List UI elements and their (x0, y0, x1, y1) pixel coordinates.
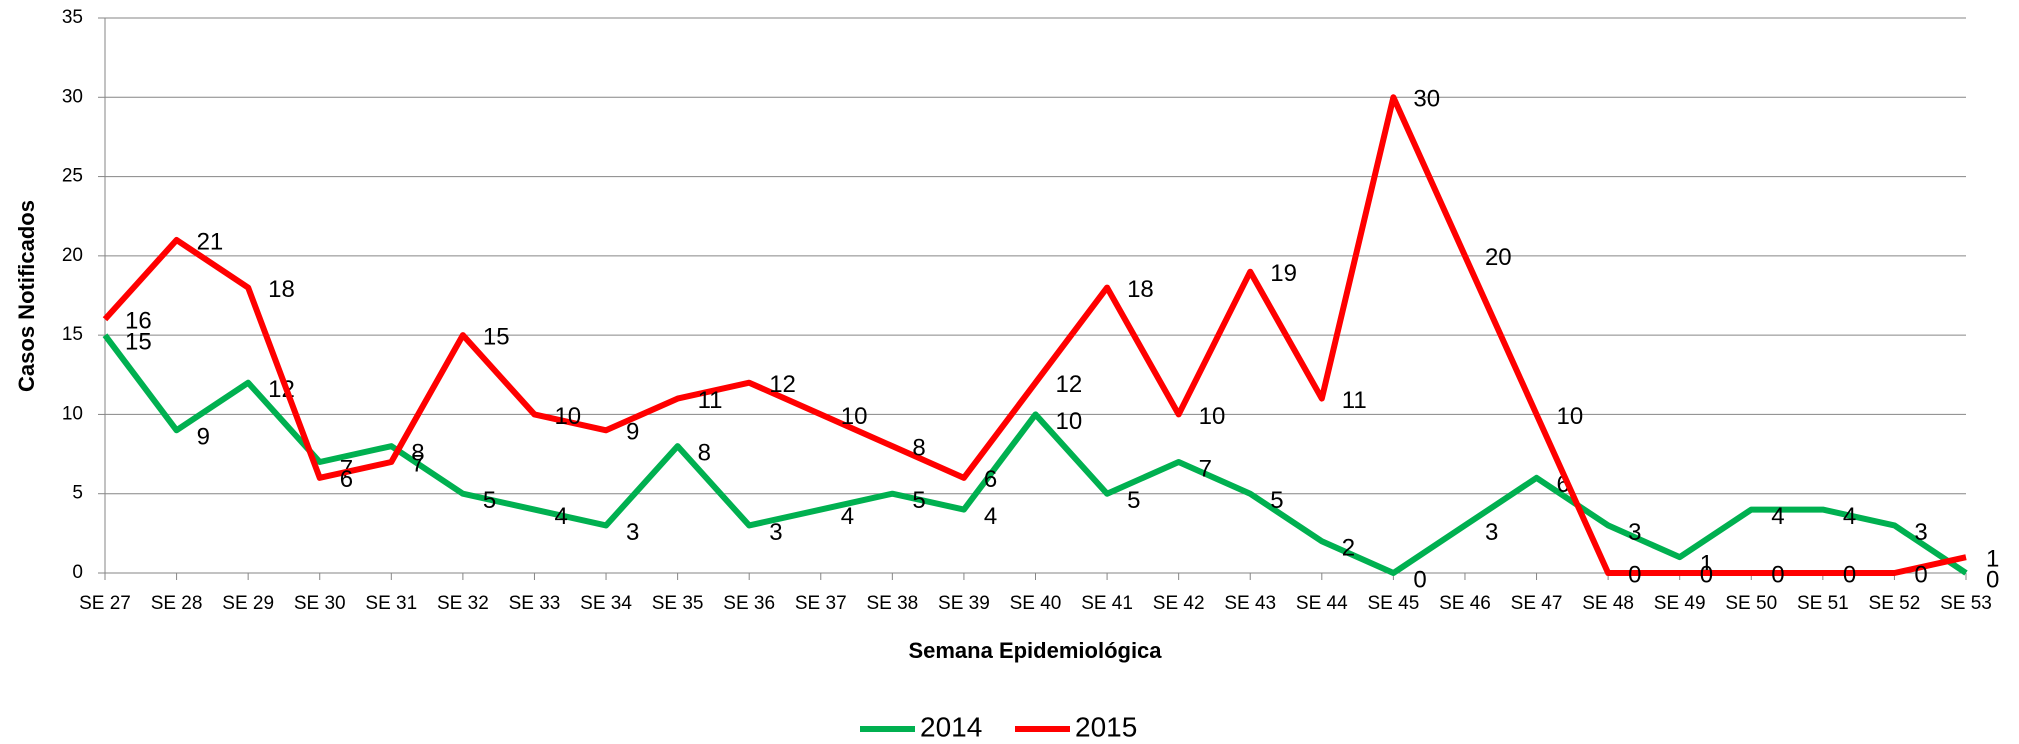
data-label: 0 (1628, 561, 1641, 588)
data-label: 9 (626, 419, 639, 446)
data-label: 9 (197, 424, 210, 451)
data-label: 10 (841, 403, 868, 430)
data-label: 4 (554, 503, 567, 530)
data-label: 16 (125, 308, 152, 335)
x-tick-label: SE 47 (1511, 593, 1563, 614)
data-label: 3 (1914, 519, 1927, 546)
data-label: 18 (1127, 276, 1154, 303)
data-label: 3 (769, 519, 782, 546)
data-label: 0 (1986, 566, 1999, 593)
data-label: 10 (1056, 408, 1083, 435)
data-label: 15 (483, 323, 510, 350)
x-tick-label: SE 40 (1010, 593, 1062, 614)
x-tick-label: SE 49 (1654, 593, 1706, 614)
x-tick-label: SE 52 (1869, 593, 1921, 614)
data-label: 10 (554, 403, 581, 430)
x-tick-label: SE 41 (1081, 593, 1133, 614)
data-label: 5 (912, 487, 925, 514)
x-axis-title: Semana Epidemiológica (908, 638, 1162, 663)
data-label: 6 (984, 466, 997, 493)
data-label: 6 (340, 466, 353, 493)
y-tick-label: 15 (62, 324, 83, 345)
data-label: 21 (197, 228, 224, 255)
x-tick-label: SE 53 (1940, 593, 1992, 614)
y-tick-label: 35 (62, 7, 83, 28)
data-label: 0 (1413, 566, 1426, 593)
data-label: 20 (1485, 244, 1512, 271)
data-label: 5 (1127, 487, 1140, 514)
x-tick-label: SE 27 (79, 593, 131, 614)
x-tick-label: SE 38 (866, 593, 918, 614)
x-tick-label: SE 46 (1439, 593, 1491, 614)
data-label: 7 (411, 450, 424, 477)
x-tick-label: SE 30 (294, 593, 346, 614)
x-tick-label: SE 37 (795, 593, 847, 614)
data-label: 8 (698, 439, 711, 466)
x-tick-label: SE 39 (938, 593, 990, 614)
data-label: 5 (1270, 487, 1283, 514)
data-label: 3 (626, 519, 639, 546)
x-tick-label: SE 33 (509, 593, 561, 614)
x-tick-label: SE 32 (437, 593, 489, 614)
data-label: 8 (912, 434, 925, 461)
data-label: 4 (984, 503, 997, 530)
x-tick-label: SE 31 (365, 593, 417, 614)
x-tick-label: SE 34 (580, 593, 632, 614)
series-line (102, 94, 1967, 576)
y-tick-label: 10 (62, 403, 83, 424)
y-tick-label: 30 (62, 86, 83, 107)
x-tick-label: SE 28 (151, 593, 203, 614)
legend-label: 2015 (1075, 711, 1137, 742)
x-tick-label: SE 35 (652, 593, 704, 614)
x-tick-label: SE 29 (222, 593, 274, 614)
data-label: 3 (1628, 519, 1641, 546)
x-tick-label: SE 42 (1153, 593, 1205, 614)
data-label: 10 (1199, 403, 1226, 430)
x-tick-label: SE 43 (1224, 593, 1276, 614)
data-label: 0 (1914, 561, 1927, 588)
x-tick-label: SE 36 (723, 593, 775, 614)
data-label: 11 (1342, 387, 1367, 414)
data-label: 15 (125, 328, 152, 355)
data-label: 2 (1342, 535, 1355, 562)
x-tick-label: SE 48 (1582, 593, 1634, 614)
data-label: 30 (1413, 86, 1440, 113)
y-tick-label: 20 (62, 245, 83, 266)
legend-label: 2014 (920, 711, 982, 742)
data-label: 19 (1270, 260, 1297, 287)
data-label: 12 (769, 371, 796, 398)
y-tick-label: 5 (72, 483, 83, 504)
x-tick-label: SE 44 (1296, 593, 1348, 614)
y-tick-label: 25 (62, 166, 83, 187)
data-label: 4 (841, 503, 854, 530)
y-tick-label: 0 (72, 562, 83, 583)
data-label: 5 (483, 487, 496, 514)
data-label: 18 (268, 276, 295, 303)
data-label: 10 (1557, 403, 1584, 430)
data-label: 1 (1986, 545, 1999, 572)
y-axis-title: Casos Notificados (14, 200, 39, 392)
data-label: 3 (1485, 519, 1498, 546)
data-label: 4 (1843, 503, 1856, 530)
data-label: 8 (411, 439, 424, 466)
series-line (102, 333, 1968, 576)
data-label: 7 (1199, 455, 1212, 482)
x-tick-label: SE 45 (1368, 593, 1420, 614)
x-tick-label: SE 51 (1797, 593, 1849, 614)
data-label: 0 (1843, 561, 1856, 588)
data-label: 0 (1771, 561, 1784, 588)
x-tick-label: SE 50 (1725, 593, 1777, 614)
data-label: 0 (1700, 561, 1713, 588)
data-label: 11 (698, 387, 723, 414)
data-label: 12 (1056, 371, 1083, 398)
data-label: 4 (1771, 503, 1784, 530)
